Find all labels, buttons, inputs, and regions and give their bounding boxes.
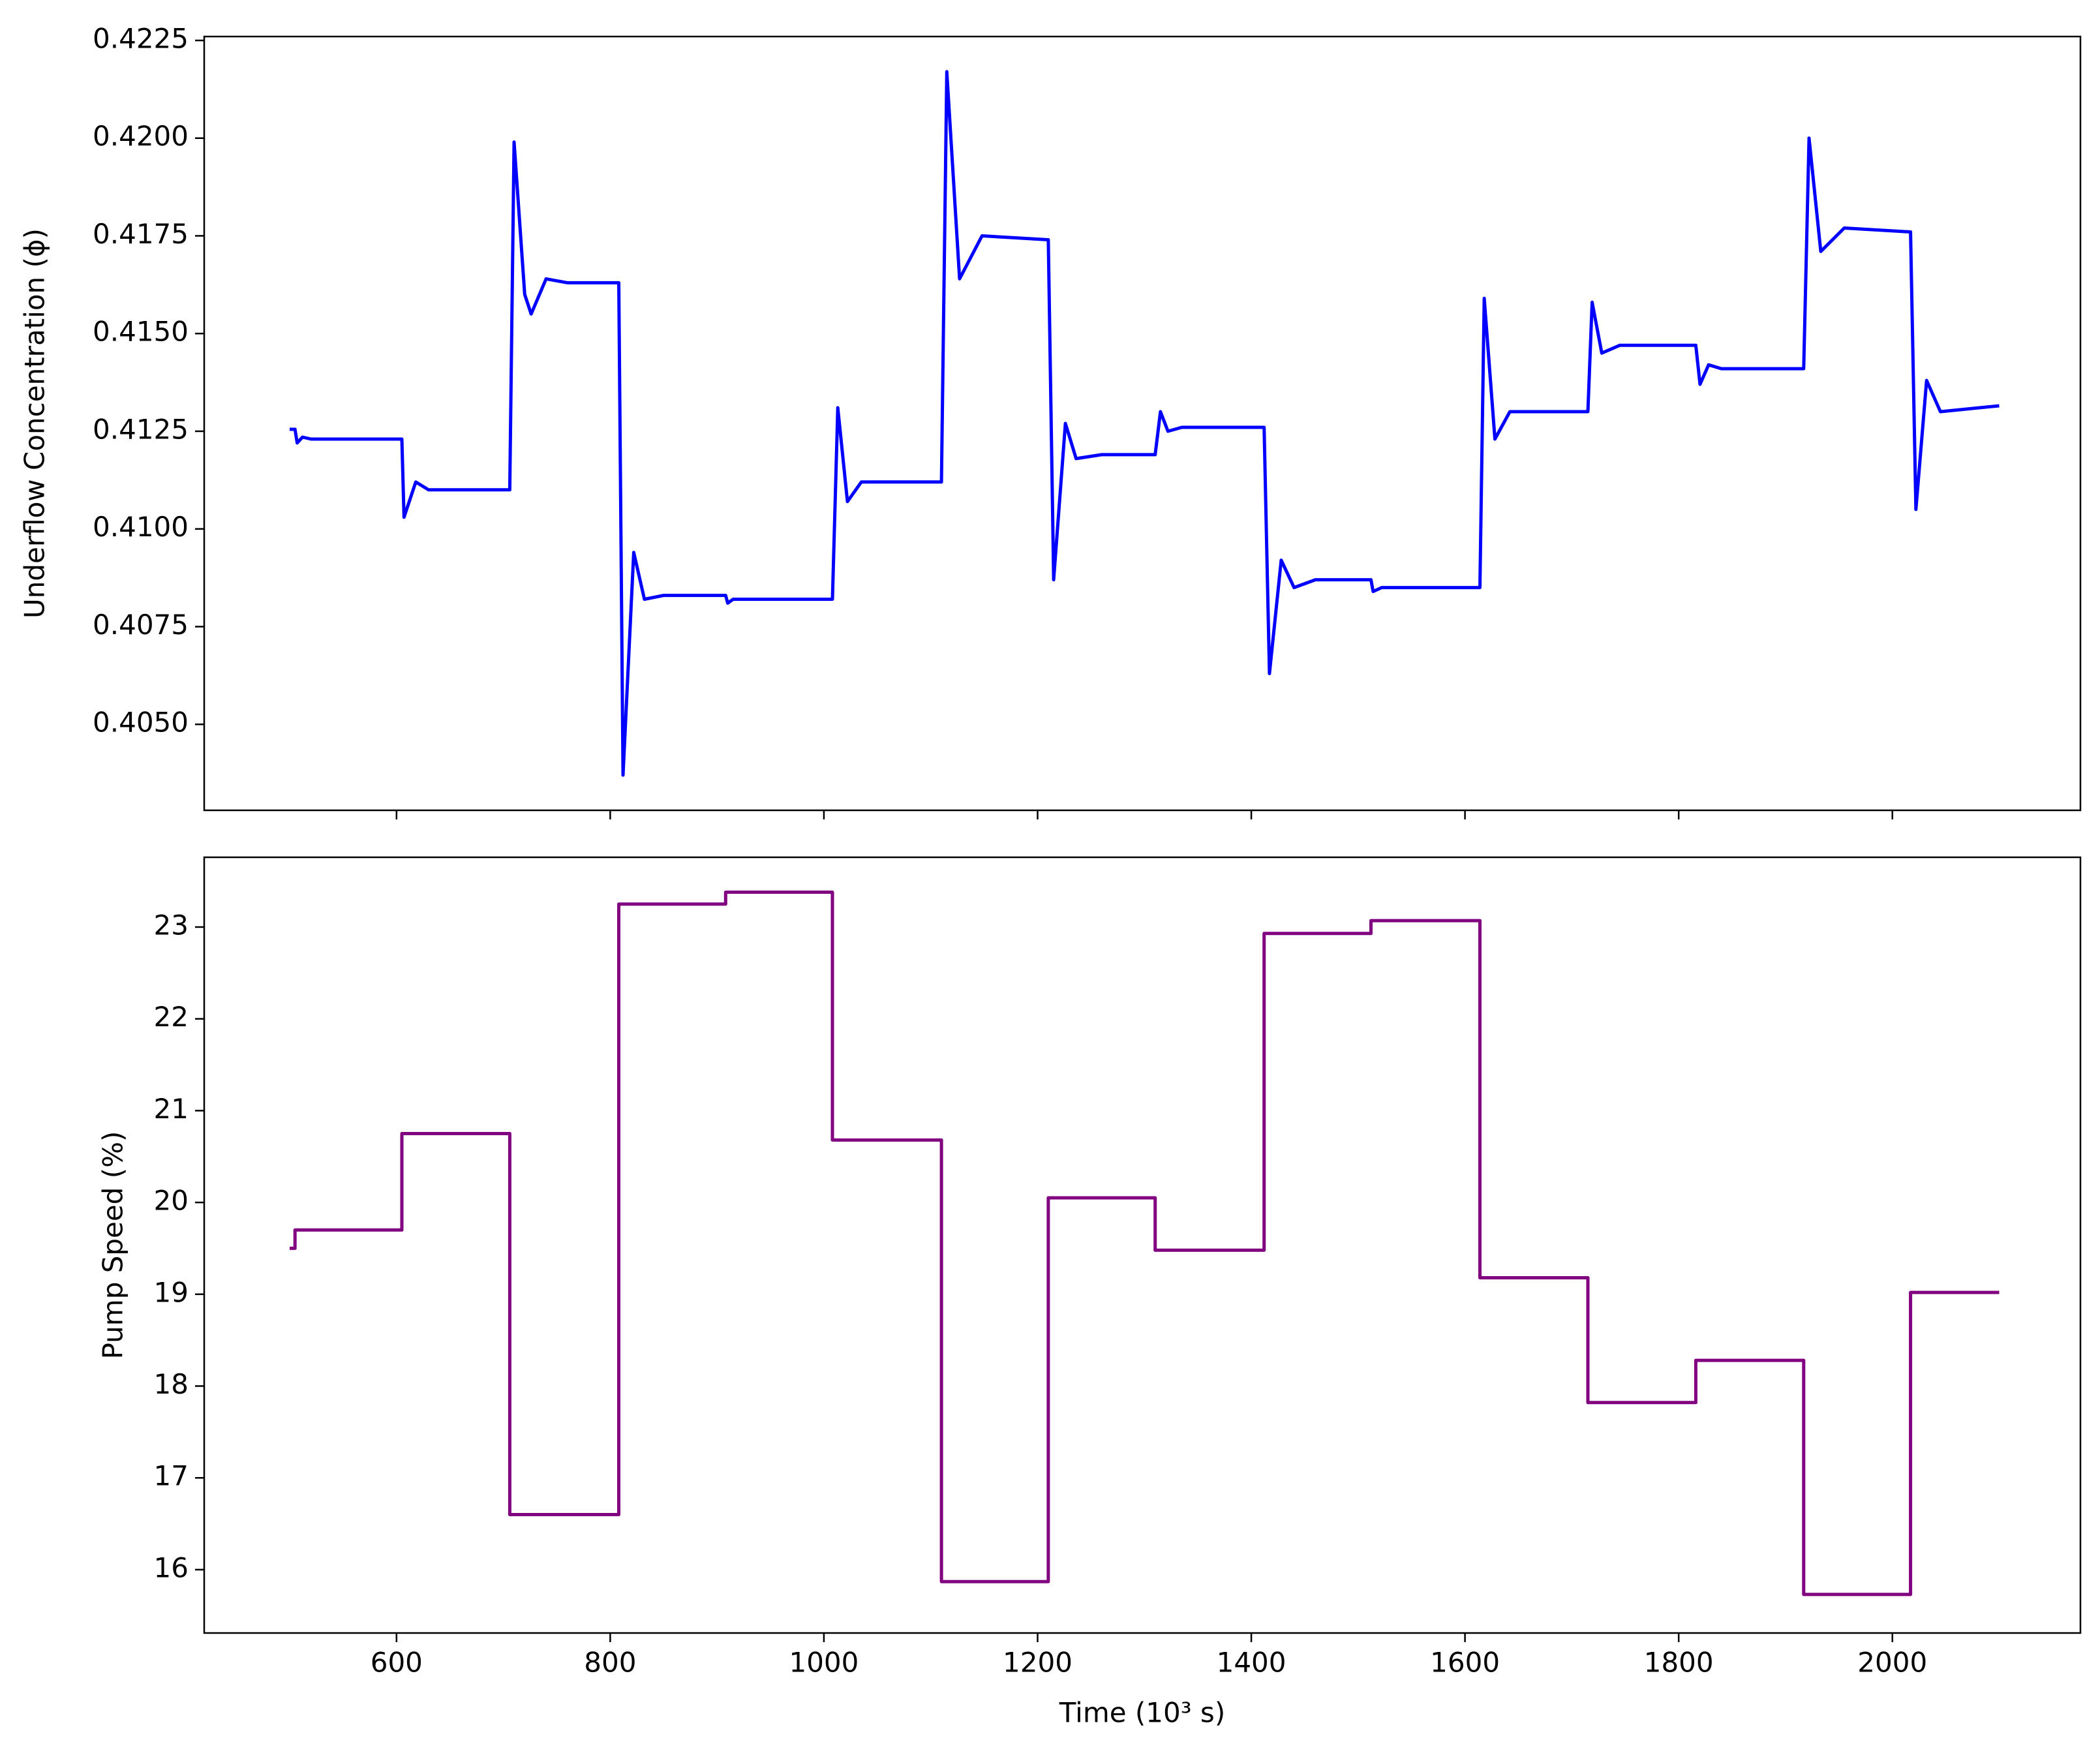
- data-line: [290, 891, 2000, 1596]
- y-tick-label: 0.4200: [93, 120, 189, 152]
- y-axis-label: Pump Speed (%): [97, 1131, 129, 1360]
- y-tick-label: 0.4100: [93, 511, 189, 543]
- x-tick-label: 1000: [789, 1647, 859, 1679]
- y-tick-label: 0.4150: [93, 316, 189, 348]
- y-tick-label: 16: [154, 1551, 189, 1583]
- y-tick-label: 23: [154, 909, 189, 941]
- data-line: [290, 70, 2000, 777]
- y-tick-label: 0.4050: [93, 707, 189, 739]
- y-axis-label: Underflow Concentration (ϕ): [19, 228, 51, 618]
- y-tick-label: 21: [154, 1093, 189, 1125]
- x-tick-label: 1400: [1217, 1647, 1286, 1679]
- y-tick-label: 17: [154, 1460, 189, 1492]
- y-tick-label: 0.4125: [93, 413, 189, 445]
- x-tick-label: 1800: [1644, 1647, 1714, 1679]
- y-tick-label: 0.4175: [93, 218, 189, 250]
- x-axis-label: Time (10³ s): [1059, 1697, 1225, 1729]
- y-tick-label: 22: [154, 1001, 189, 1033]
- x-tick-label: 2000: [1857, 1647, 1927, 1679]
- x-tick-label: 1600: [1430, 1647, 1500, 1679]
- axes-frame: [203, 856, 2082, 1634]
- x-tick-label: 800: [584, 1647, 636, 1679]
- y-tick-label: 0.4075: [93, 609, 189, 641]
- y-tick-label: 19: [154, 1276, 189, 1308]
- x-tick-label: 600: [371, 1647, 423, 1679]
- y-tick-label: 0.4225: [93, 22, 189, 54]
- axes-frame: [203, 35, 2082, 812]
- x-tick-label: 1200: [1003, 1647, 1073, 1679]
- y-tick-label: 18: [154, 1368, 189, 1400]
- y-tick-label: 20: [154, 1185, 189, 1217]
